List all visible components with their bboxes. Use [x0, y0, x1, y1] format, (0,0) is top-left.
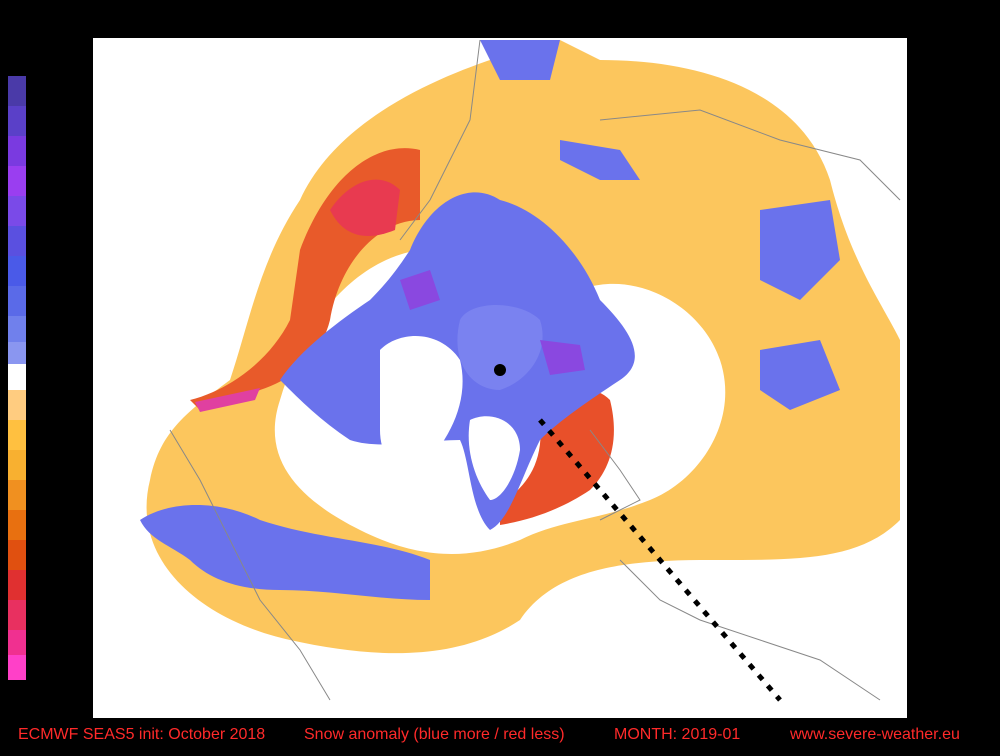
color-scale — [8, 76, 26, 680]
init-label: ECMWF SEAS5 init: October 2018 — [18, 726, 265, 743]
map — [93, 38, 907, 718]
description-label: Snow anomaly (blue more / red less) — [304, 726, 565, 743]
month-label: MONTH: 2019-01 — [614, 726, 740, 743]
website-label: www.severe-weather.eu — [789, 726, 960, 743]
